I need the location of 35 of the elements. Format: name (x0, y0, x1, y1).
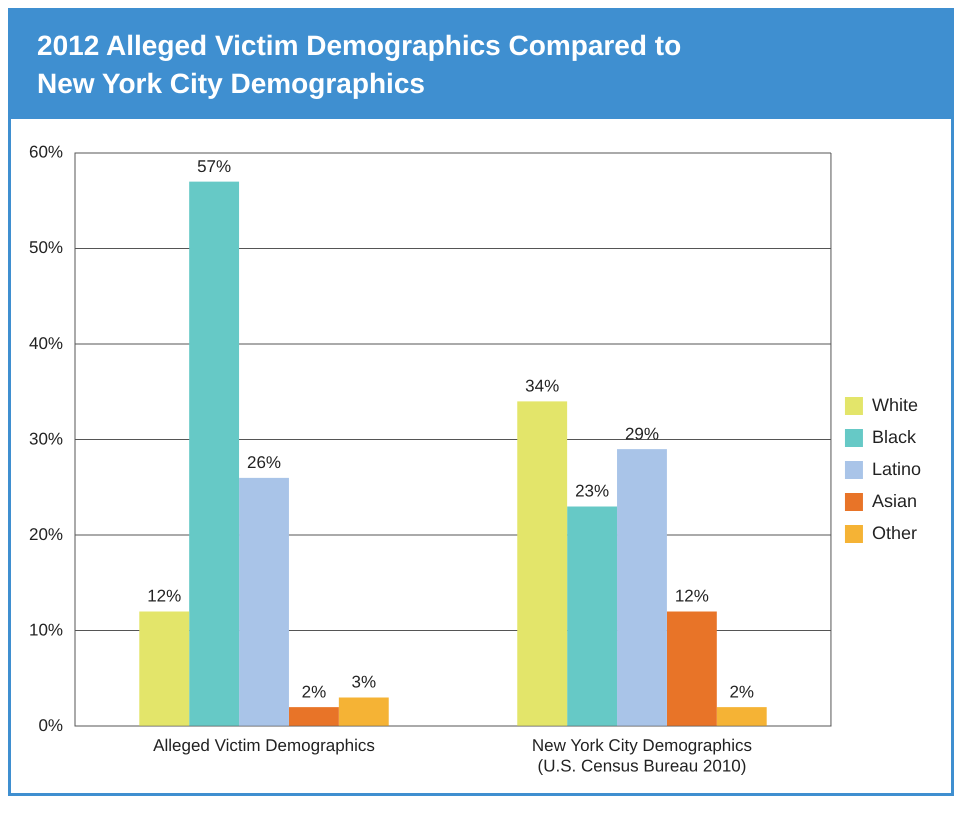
bar (666, 612, 717, 726)
data-label: 2% (302, 682, 326, 702)
bar (617, 449, 667, 726)
legend-label: Other (872, 522, 917, 543)
bar (716, 707, 767, 726)
data-label: 12% (674, 586, 709, 606)
legend-label: Asian (872, 490, 917, 511)
x-tick-label: Alleged Victim Demographics (153, 736, 375, 756)
data-label: 12% (147, 586, 182, 606)
y-tick-label: 10% (28, 620, 64, 640)
bar (189, 182, 240, 726)
data-label: 29% (624, 424, 659, 444)
chart-title: 2012 Alleged Victim Demographics Compared to New York City Demographics (37, 29, 682, 101)
y-tick-label: 60% (28, 142, 64, 162)
data-label: 23% (575, 482, 610, 501)
x-tick-label: New York City Demographics (U.S. Census Bureau 2010) (532, 736, 752, 776)
bar (139, 612, 190, 726)
legend-label: Black (872, 426, 917, 447)
legend-label: Latino (872, 458, 922, 479)
y-tick-label: 20% (28, 524, 64, 544)
data-label: 57% (197, 156, 232, 176)
bar (288, 707, 339, 726)
bar (517, 401, 568, 726)
y-tick-label: 50% (28, 238, 64, 258)
data-label: 26% (246, 453, 282, 472)
bar (239, 478, 289, 726)
y-tick-label: 30% (28, 429, 64, 448)
data-label: 2% (729, 682, 754, 702)
legend-label: White (872, 394, 918, 415)
bar (567, 506, 618, 726)
y-tick-label: 0% (38, 716, 64, 735)
data-label: 3% (352, 672, 376, 692)
data-label: 34% (525, 376, 560, 396)
y-tick-label: 40% (28, 334, 64, 353)
bar (338, 698, 389, 726)
